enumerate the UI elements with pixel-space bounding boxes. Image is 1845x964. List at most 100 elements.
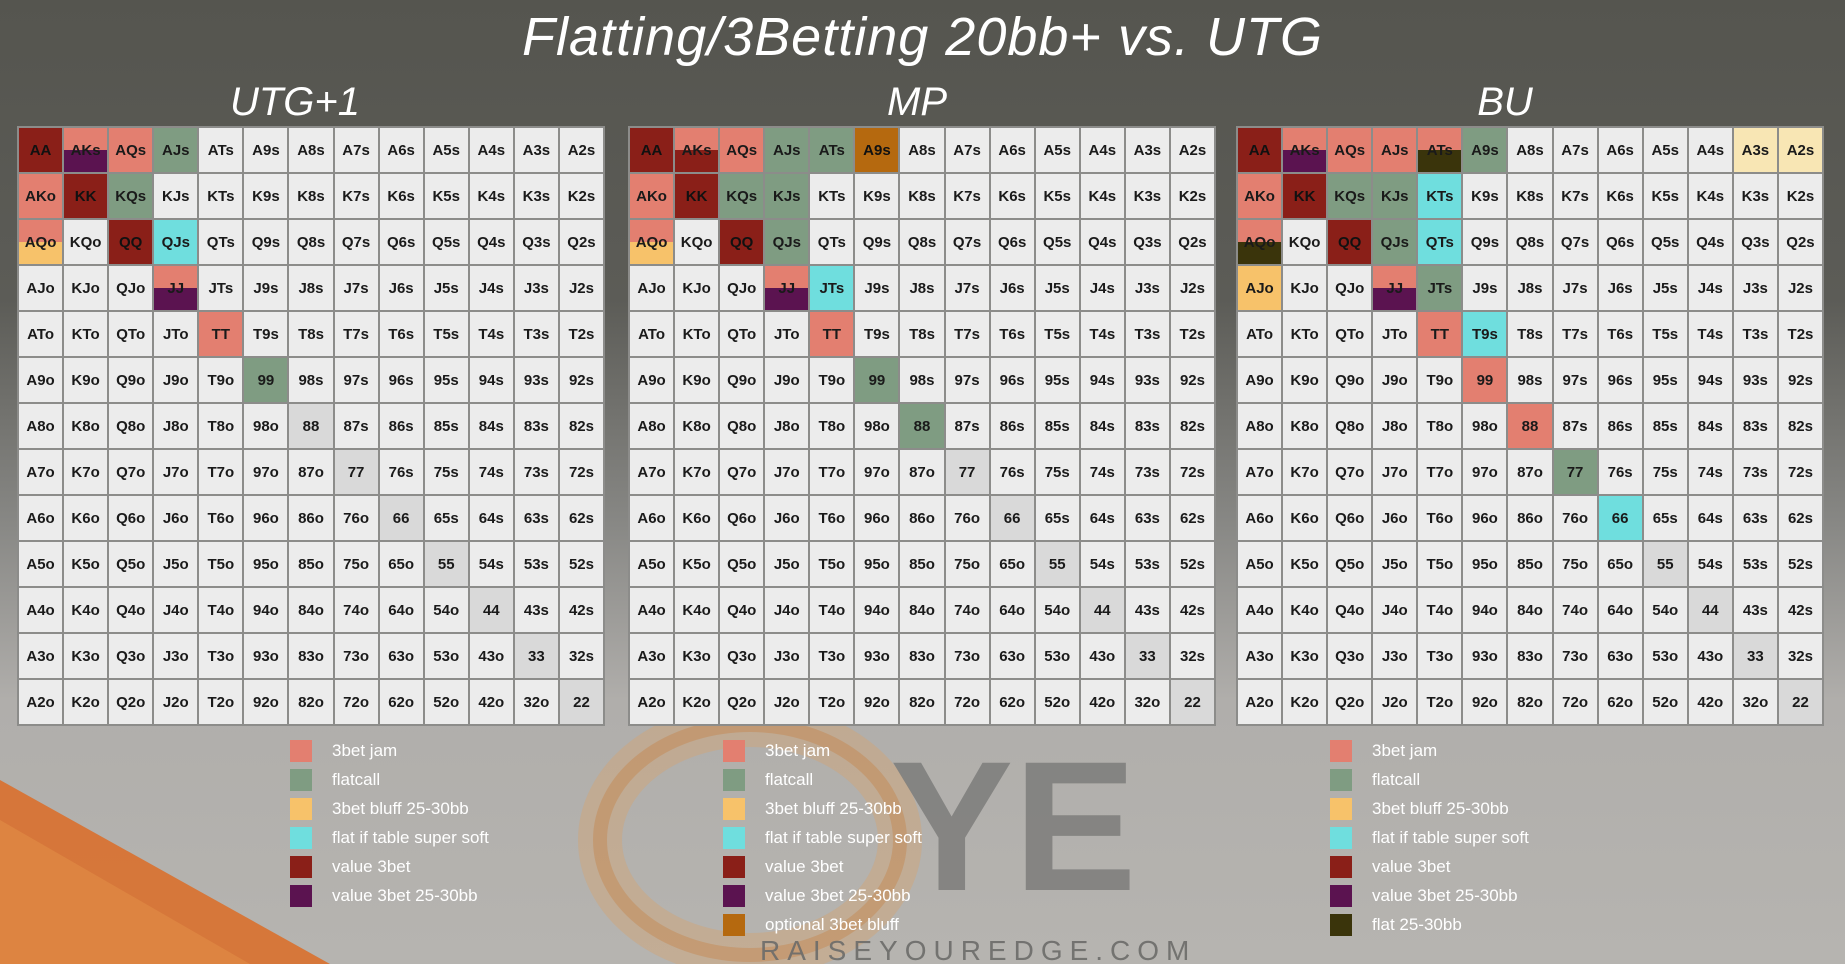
hand-cell: K2s xyxy=(1170,174,1214,218)
hand-label: Q4o xyxy=(116,601,146,619)
hand-label: 87o xyxy=(298,463,324,481)
hand-label: J4o xyxy=(1381,601,1408,619)
hand-label: A9o xyxy=(1245,371,1274,389)
hand-cell: A7o xyxy=(630,450,674,494)
hand-cell: 63o xyxy=(990,634,1034,678)
hand-label: T4o xyxy=(818,601,846,619)
hand-cell: A6o xyxy=(19,496,63,540)
hand-cell: KTs xyxy=(1418,174,1462,218)
hand-cell: J6o xyxy=(765,496,809,540)
hand-label: 82s xyxy=(568,417,594,435)
hand-cell: K5o xyxy=(675,542,719,586)
hand-cell: Q3o xyxy=(720,634,764,678)
hand-label: 74o xyxy=(343,601,369,619)
hand-cell: A5o xyxy=(630,542,674,586)
hand-label: 54s xyxy=(1089,555,1115,573)
hand-label: A7o xyxy=(26,463,55,481)
hand-cell: 76o xyxy=(1553,496,1597,540)
hand-cell: T3o xyxy=(810,634,854,678)
hand-label: T8s xyxy=(909,325,935,343)
hand-label: K4s xyxy=(1696,187,1725,205)
hand-cell: JJ xyxy=(1373,266,1417,310)
hand-cell: ATs xyxy=(199,128,243,172)
chart-title-mp: MP xyxy=(887,80,947,124)
hand-cell: A9o xyxy=(630,358,674,402)
hand-label: QJo xyxy=(116,279,146,297)
hand-label: 97o xyxy=(863,463,890,481)
hand-label: Q9o xyxy=(1335,371,1365,389)
hand-cell: 93o xyxy=(855,634,899,678)
hand-cell: 99 xyxy=(1463,358,1507,402)
hand-cell: 63s xyxy=(1125,496,1169,540)
hand-label: 52s xyxy=(1787,555,1813,573)
hand-label: 93o xyxy=(252,647,279,665)
hand-cell: T4o xyxy=(810,588,854,632)
decorative-swoosh xyxy=(0,780,330,964)
hand-label: Q2s xyxy=(567,233,596,251)
hand-cell: ATo xyxy=(1238,312,1282,356)
hand-label: 65s xyxy=(1044,509,1070,527)
hand-label: QTs xyxy=(817,233,846,251)
hand-label: 97s xyxy=(343,371,369,389)
hand-cell: 75o xyxy=(945,542,989,586)
hand-cell: 86s xyxy=(379,404,423,448)
hand-label: KQs xyxy=(115,187,147,205)
hand-label: J3o xyxy=(1381,647,1408,665)
legend-swatch xyxy=(1330,884,1352,907)
hand-cell: A3s xyxy=(1125,128,1169,172)
hand-label: 64s xyxy=(478,509,504,527)
hand-cell: K8s xyxy=(900,174,944,218)
hand-label: Q4s xyxy=(477,233,506,251)
hand-cell: KJo xyxy=(675,266,719,310)
hand-label: 98s xyxy=(298,371,324,389)
hand-label: T6s xyxy=(999,325,1026,343)
hand-cell: A3s xyxy=(1733,128,1777,172)
hand-cell: 96s xyxy=(990,358,1034,402)
hand-cell: Q7o xyxy=(109,450,153,494)
hand-label: T9s xyxy=(252,325,279,343)
hand-label: 22 xyxy=(1792,693,1809,711)
hand-cell: 82o xyxy=(1508,680,1552,724)
hand-label: 92o xyxy=(252,693,279,711)
hand-cell: AKo xyxy=(19,174,63,218)
hand-cell: 43s xyxy=(514,588,558,632)
hand-cell: Q8s xyxy=(289,220,333,264)
hand-label: 86s xyxy=(999,417,1025,435)
hand-cell: T5s xyxy=(1035,312,1079,356)
hand-label: 74s xyxy=(1089,463,1115,481)
hand-cell: 95o xyxy=(1463,542,1507,586)
hand-label: 83o xyxy=(1517,647,1543,665)
legend-label: 3bet bluff 25-30bb xyxy=(1372,798,1509,818)
hand-label: 54o xyxy=(1044,601,1071,619)
hand-cell: 96o xyxy=(244,496,288,540)
hand-label: A2s xyxy=(567,141,596,159)
hand-cell: 62o xyxy=(990,680,1034,724)
hand-label: 64s xyxy=(1697,509,1723,527)
hand-label: QTs xyxy=(1425,233,1454,251)
hand-label: T7s xyxy=(954,325,980,343)
hand-label: T8o xyxy=(207,417,235,435)
hand-label: AA xyxy=(640,141,663,159)
hand-label: J7s xyxy=(954,279,980,297)
hand-cell: A6s xyxy=(990,128,1034,172)
legend-label: 3bet jam xyxy=(1372,740,1438,760)
hand-cell: TT xyxy=(810,312,854,356)
hand-cell: Q9o xyxy=(720,358,764,402)
hand-label: 98o xyxy=(252,417,279,435)
hand-cell: T5s xyxy=(1643,312,1687,356)
hand-label: 75s xyxy=(1044,463,1070,481)
legend-utg1: 3bet jam flatcall 3bet bluff 25-30bb flat i… xyxy=(290,736,489,910)
hand-label: J2o xyxy=(773,693,800,711)
hand-cell: T4s xyxy=(1080,312,1124,356)
hand-label: A6s xyxy=(998,141,1026,159)
hand-cell: 75o xyxy=(1553,542,1597,586)
hand-cell: 73s xyxy=(1125,450,1169,494)
hand-cell: K7o xyxy=(64,450,108,494)
hand-label: AKo xyxy=(636,187,667,205)
hand-cell: A5s xyxy=(1035,128,1079,172)
hand-label: Q8o xyxy=(116,417,146,435)
hand-cell: 95s xyxy=(1035,358,1079,402)
hand-cell: KTs xyxy=(810,174,854,218)
hand-label: T8o xyxy=(1426,417,1454,435)
legend-label: value 3bet xyxy=(332,856,411,876)
